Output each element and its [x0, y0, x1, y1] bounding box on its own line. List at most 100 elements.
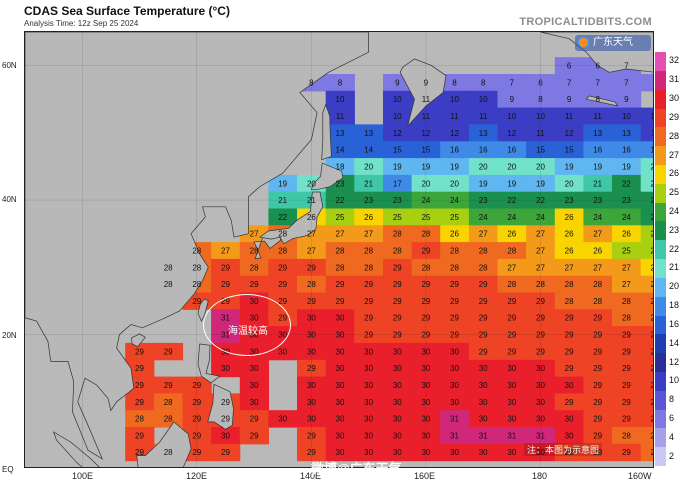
- sst-cell: [554, 158, 584, 176]
- colorbar-swatch: [655, 390, 666, 410]
- sst-cell: [583, 174, 613, 193]
- sst-cell: [182, 376, 212, 394]
- sst-value-label: 17: [651, 146, 654, 155]
- guangdong-weather-logo: 广东天气: [575, 35, 651, 51]
- sst-value-label: 27: [307, 230, 316, 239]
- sst-cell: [325, 74, 355, 92]
- sst-value-label: 30: [450, 364, 459, 373]
- sst-cell: [583, 427, 613, 445]
- sst-cell: [526, 393, 556, 411]
- sst-value-label: 28: [164, 415, 173, 424]
- sst-cell: [440, 309, 470, 327]
- sst-cell: [354, 124, 384, 142]
- sst-value-label: 27: [250, 230, 259, 239]
- sst-cell: [325, 326, 355, 344]
- sst-value-label: 23: [393, 196, 402, 205]
- sst-cell: [325, 225, 355, 243]
- lon-label-120e: 120E: [186, 471, 208, 481]
- sst-cell: [268, 174, 298, 193]
- sst-cell: [440, 174, 470, 193]
- sst-cell: [411, 174, 441, 193]
- sst-value-label: 29: [507, 314, 516, 323]
- sst-value-label: 26: [651, 263, 654, 272]
- sst-value-label: 16: [622, 146, 631, 155]
- colorbar-swatch: [655, 183, 666, 203]
- sst-cell: [383, 90, 413, 109]
- sst-cell: [583, 225, 613, 243]
- sst-value-label: 29: [593, 398, 602, 407]
- sst-cell: [325, 342, 355, 361]
- sst-value-label: 20: [479, 163, 488, 172]
- sst-cell: [640, 427, 653, 445]
- sst-cell: [583, 443, 613, 462]
- analysis-time: Analysis Time: 12z Sep 25 2024: [24, 19, 139, 28]
- sst-cell: [440, 292, 470, 310]
- sst-value-label: 22: [336, 196, 345, 205]
- sst-value-label: 29: [192, 297, 201, 306]
- sst-value-label: 31: [450, 415, 459, 424]
- sst-value-label: 27: [593, 230, 602, 239]
- sst-value-label: 27: [536, 247, 545, 256]
- sst-value-label: 29: [651, 331, 654, 340]
- colorbar-label: 6: [669, 413, 675, 423]
- sst-value-label: 29: [192, 448, 201, 457]
- sst-value-label: 30: [307, 314, 316, 323]
- sst-value-label: 24: [622, 213, 631, 222]
- colorbar-swatch: [655, 146, 666, 166]
- sst-cell: [268, 410, 298, 428]
- sst-value-label: 22: [536, 196, 545, 205]
- sst-value-label: 20: [450, 179, 459, 188]
- sst-cell: [468, 292, 499, 310]
- sst-cell: [411, 124, 441, 142]
- sst-cell: [526, 410, 556, 428]
- sst-cell: [612, 242, 642, 260]
- colorbar-swatch: [655, 52, 666, 72]
- sst-value-label: 27: [536, 263, 545, 272]
- sst-cell: [325, 242, 355, 260]
- sst-cell: [468, 191, 499, 210]
- sst-cell: [239, 258, 269, 277]
- sst-value-label: 19: [565, 163, 574, 172]
- sst-value-label: 30: [307, 381, 316, 390]
- sst-value-label: 10: [393, 112, 402, 121]
- sst-cell: [612, 107, 642, 125]
- sst-value-label: 28: [651, 448, 654, 457]
- sst-cell: [354, 292, 384, 310]
- sst-value-label: 9: [510, 95, 515, 104]
- sst-cell: [440, 393, 470, 411]
- sst-cell: [468, 158, 499, 176]
- sst-cell: [383, 326, 413, 344]
- sst-value-label: 25: [651, 247, 654, 256]
- sst-cell: [554, 393, 584, 411]
- sst-value-label: 29: [565, 347, 574, 356]
- sst-cell: [182, 410, 212, 428]
- sst-value-label: 28: [651, 314, 654, 323]
- sst-cell: [268, 275, 298, 294]
- sst-value-label: 29: [479, 331, 488, 340]
- sst-cell: [411, 326, 441, 344]
- sst-value-label: 30: [336, 398, 345, 407]
- sst-value-label: 29: [192, 431, 201, 440]
- sst-value-label: 17: [393, 179, 402, 188]
- sst-cell: [325, 292, 355, 310]
- sst-cell: [583, 124, 613, 142]
- sst-value-label: 30: [421, 347, 430, 356]
- sst-cell: [526, 309, 556, 327]
- sst-cell: [526, 141, 556, 159]
- sst-cell: [612, 275, 642, 294]
- sst-value-label: 29: [450, 314, 459, 323]
- sst-value-label: 24: [479, 213, 488, 222]
- sst-cell: [383, 107, 413, 125]
- sst-value-label: 16: [593, 146, 602, 155]
- sst-cell: [354, 275, 384, 294]
- sst-value-label: 29: [536, 347, 545, 356]
- sst-value-label: 29: [479, 297, 488, 306]
- colorbar-label: 23: [669, 224, 680, 235]
- sst-value-label: 30: [450, 381, 459, 390]
- site-brand: TROPICALTIDBITS.COM: [519, 16, 652, 28]
- sst-value-label: 7: [567, 78, 572, 87]
- sst-cell: [125, 427, 155, 445]
- sst-cell: [411, 359, 441, 378]
- sst-cell: [297, 292, 327, 310]
- sst-cell: [239, 427, 269, 445]
